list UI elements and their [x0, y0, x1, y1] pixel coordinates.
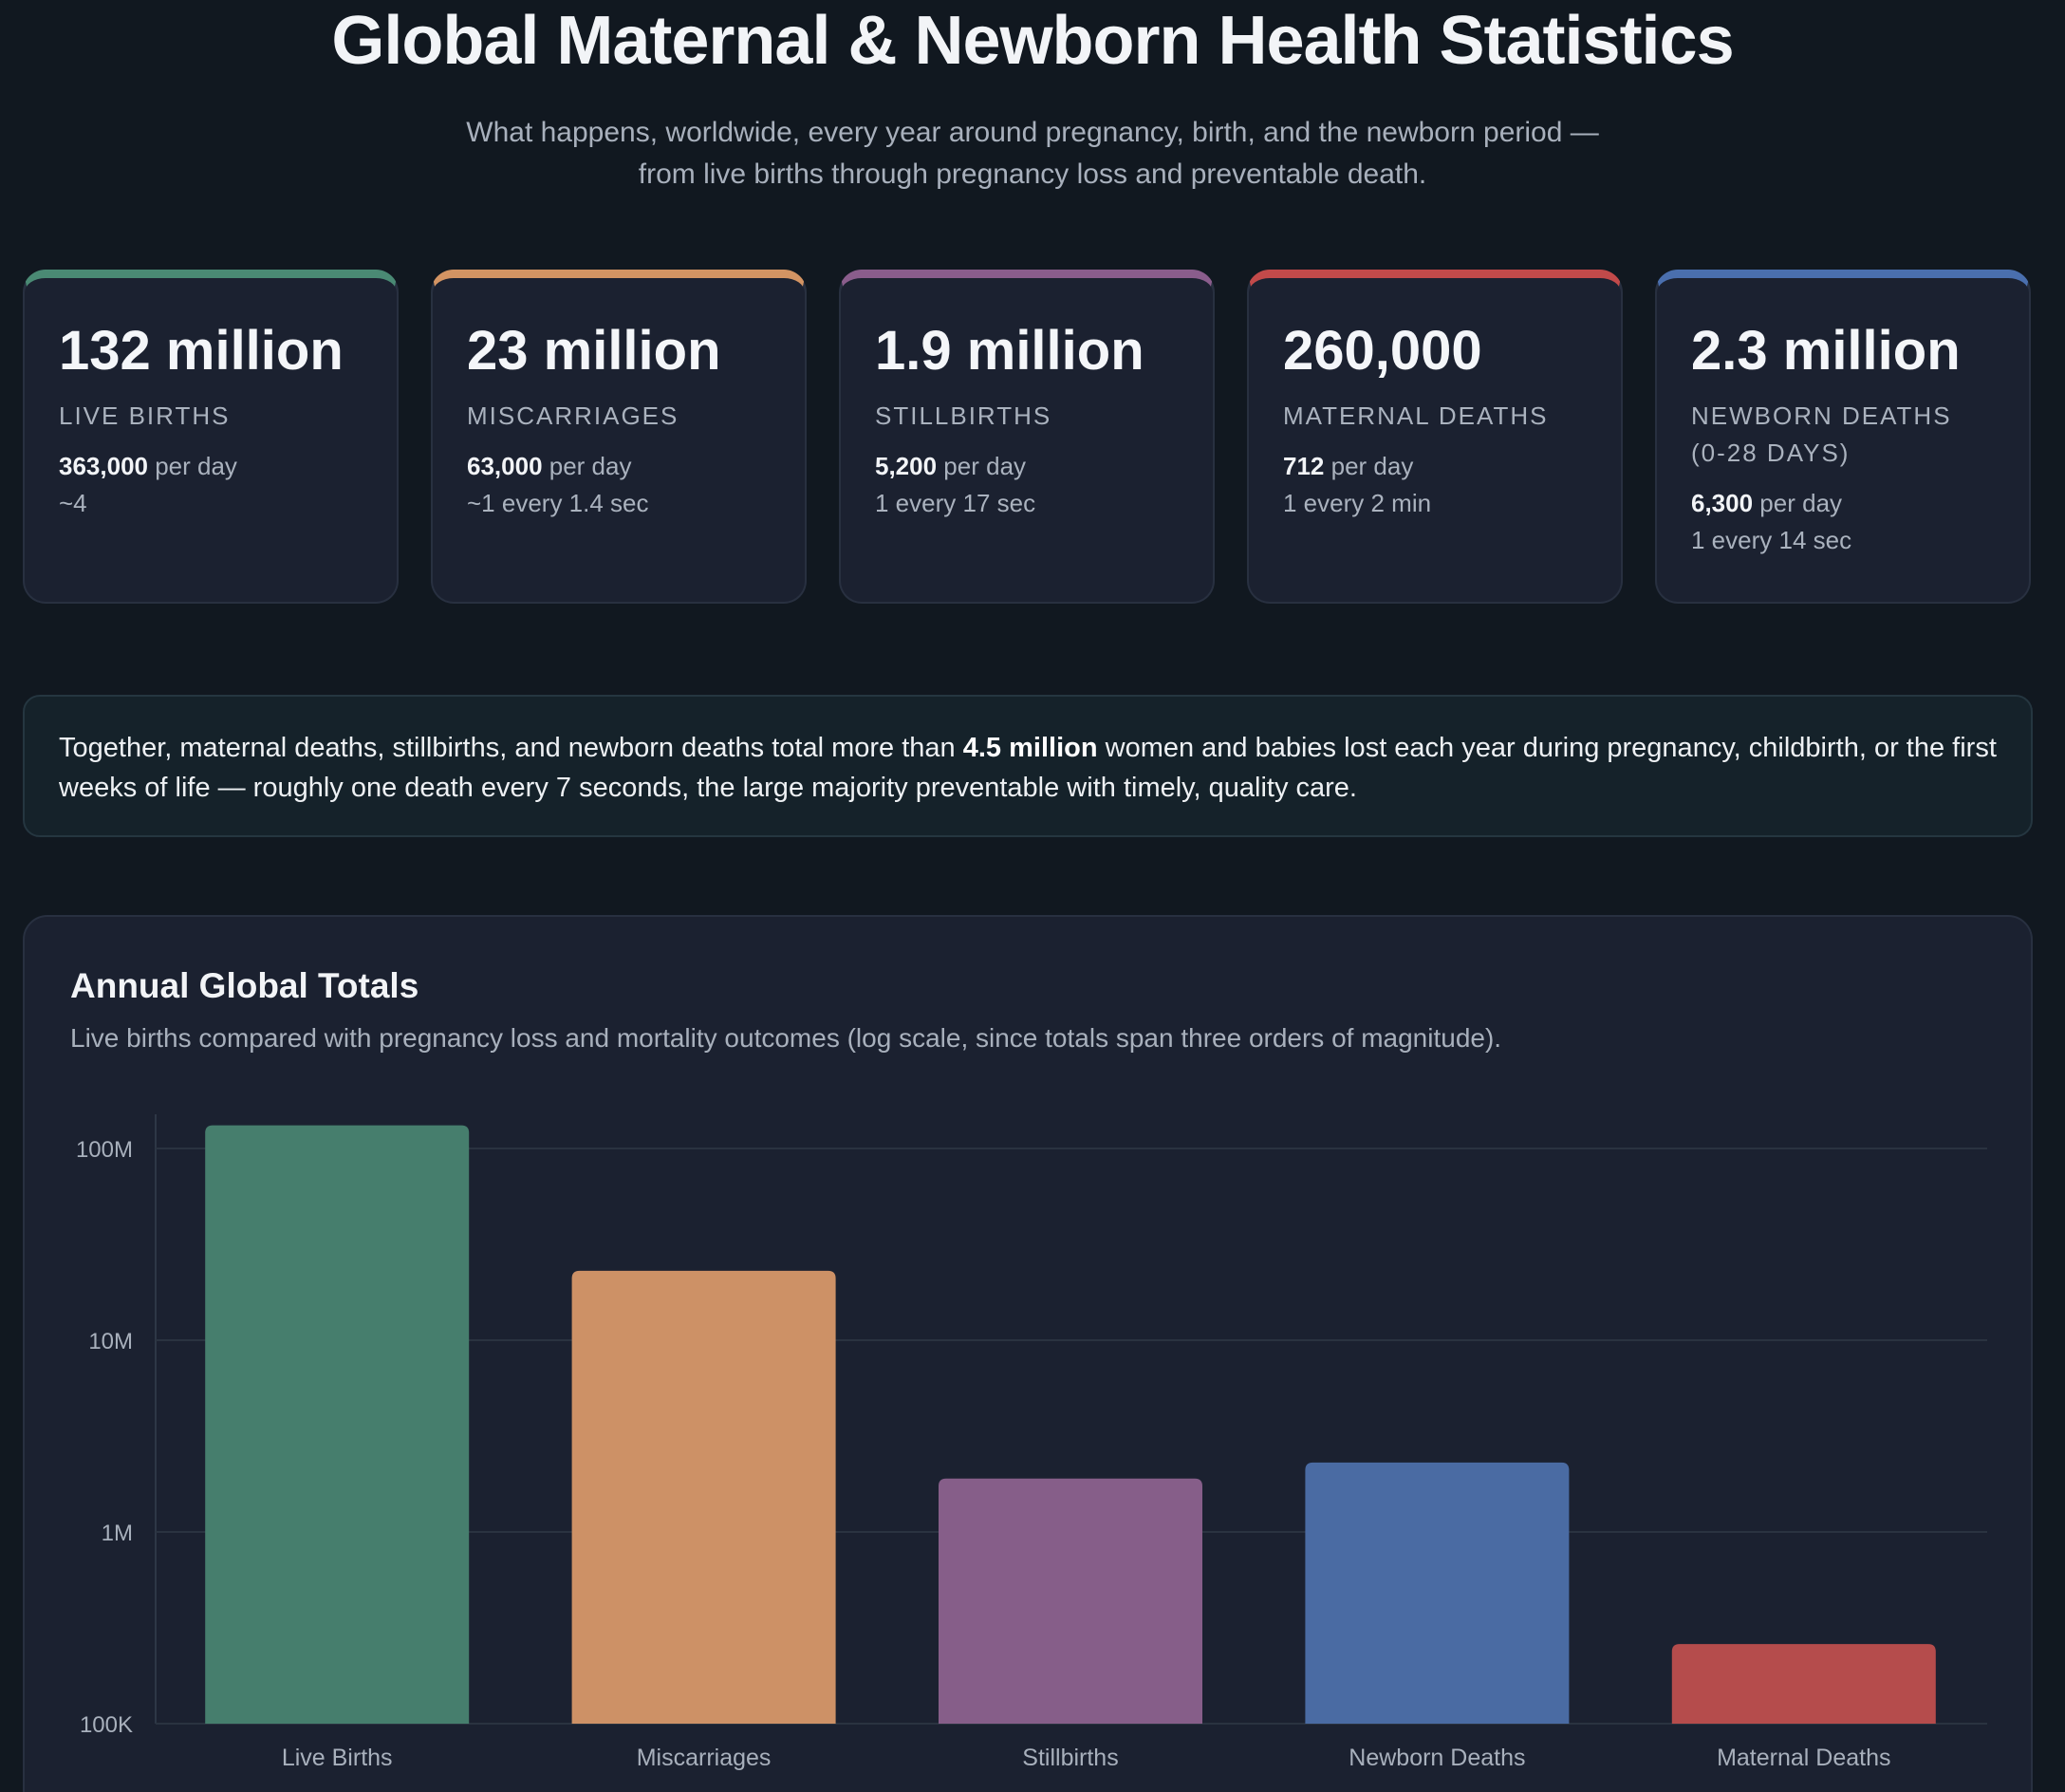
x-tick-label: Stillbirths [1022, 1745, 1118, 1771]
bar-newborn-deaths [1305, 1462, 1570, 1724]
stat-label: MATERNAL DEATHS [1283, 401, 1549, 430]
stat-card-stillbirths: 1.9 million STILLBIRTHS 5,200 per day 1 … [839, 270, 1215, 604]
per-day-value: 712 [1283, 452, 1325, 480]
chart-panel: Annual Global Totals Live births compare… [23, 915, 2033, 1792]
stat-card-miscarriages: 23 million MISCARRIAGES 63,000 per day ~… [431, 270, 807, 604]
per-day-suffix: per day [1324, 452, 1414, 480]
stat-label: STILLBIRTHS [875, 401, 1052, 430]
bar-chart: 100K 1M 10M 100M Live Births Miscarriages Stil… [76, 1114, 1987, 1771]
page-title: Global Maternal & Newborn Health Statist… [331, 3, 1734, 79]
stat-per-day: 63,000 per day [467, 448, 771, 485]
stat-card-live-births: 132 million LIVE BIRTHS 363,000 per day … [23, 270, 399, 604]
stat-per-day: 363,000 per day [59, 448, 363, 485]
y-tick-label: 100K [80, 1712, 133, 1738]
stat-rate: 1 every 2 min [1283, 489, 1432, 517]
x-tick-label: Maternal Deaths [1717, 1745, 1890, 1771]
per-day-value: 63,000 [467, 452, 543, 480]
stat-card-maternal-deaths: 260,000 MATERNAL DEATHS 712 per day 1 ev… [1247, 270, 1623, 604]
stat-per-day: 5,200 per day [875, 448, 1179, 485]
stat-label: LIVE BIRTHS [59, 401, 231, 430]
stat-value: 132 million [59, 320, 344, 382]
stat-label: MISCARRIAGES [467, 401, 679, 430]
callout-highlight: 4.5 million [962, 733, 1098, 763]
stat-per-day: 6,300 per day [1691, 485, 1995, 522]
summary-callout: Together, maternal deaths, stillbirths, … [23, 695, 2033, 837]
stat-value: 23 million [467, 320, 721, 382]
y-tick-label: 1M [102, 1521, 133, 1546]
stat-card-newborn-deaths: 2.3 million NEWBORN DEATHS (0-28 DAYS) 6… [1655, 270, 2031, 604]
stat-rate: 1 every 14 sec [1691, 526, 1852, 554]
page-subtitle: What happens, worldwide, every year arou… [368, 112, 1697, 196]
bar-maternal-deaths [1671, 1644, 1936, 1724]
stat-label: NEWBORN DEATHS (0-28 DAYS) [1691, 401, 1952, 467]
stat-per-day: 712 per day [1283, 448, 1587, 485]
per-day-value: 6,300 [1691, 489, 1754, 517]
y-tick-label: 10M [88, 1329, 133, 1354]
callout-text-before: Together, maternal deaths, stillbirths, … [59, 733, 963, 763]
x-tick-label: Live Births [282, 1745, 393, 1771]
stat-value: 1.9 million [875, 320, 1144, 382]
x-tick-label: Miscarriages [637, 1745, 772, 1771]
stat-value: 260,000 [1283, 320, 1482, 382]
per-day-suffix: per day [937, 452, 1027, 480]
bar-live-births [205, 1125, 470, 1724]
callout-text-after: women and babies lost each year during p… [59, 733, 1997, 803]
bar-miscarriages [571, 1270, 836, 1724]
subtitle-line-1: What happens, worldwide, every year arou… [466, 117, 1599, 148]
stat-cards: 132 million LIVE BIRTHS 363,000 per day … [23, 270, 2033, 604]
stat-rate: ~1 every 1.4 sec [467, 489, 649, 517]
stat-rate: ~4 [59, 489, 87, 517]
x-tick-label: Newborn Deaths [1349, 1745, 1525, 1771]
y-tick-label: 100M [76, 1137, 133, 1163]
stat-rate: 1 every 17 sec [875, 489, 1036, 517]
per-day-suffix: per day [542, 452, 632, 480]
subtitle-line-2: from live births through pregnancy loss … [638, 159, 1427, 190]
bar-stillbirths [939, 1478, 1202, 1724]
stat-value: 2.3 million [1691, 320, 1961, 382]
chart-subtitle: Live births compared with pregnancy loss… [70, 1023, 1502, 1053]
per-day-suffix: per day [1753, 489, 1843, 517]
per-day-value: 363,000 [59, 452, 148, 480]
chart-title: Annual Global Totals [70, 966, 419, 1005]
per-day-value: 5,200 [875, 452, 938, 480]
per-day-suffix: per day [147, 452, 237, 480]
